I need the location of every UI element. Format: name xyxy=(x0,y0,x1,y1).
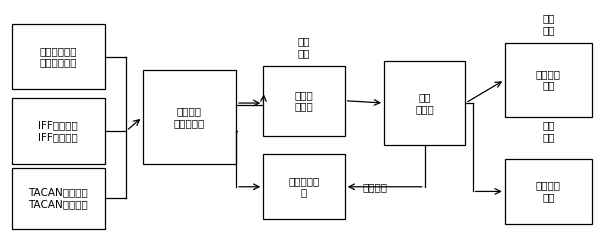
FancyBboxPatch shape xyxy=(384,61,465,145)
FancyBboxPatch shape xyxy=(11,168,105,229)
FancyBboxPatch shape xyxy=(11,24,105,89)
Text: 执行
任务: 执行 任务 xyxy=(543,13,555,35)
FancyBboxPatch shape xyxy=(263,154,345,219)
FancyBboxPatch shape xyxy=(11,98,105,164)
FancyBboxPatch shape xyxy=(505,43,592,117)
FancyBboxPatch shape xyxy=(505,159,592,224)
Text: 优先级
分析器: 优先级 分析器 xyxy=(295,90,313,112)
Text: 申请任务
参数生成器: 申请任务 参数生成器 xyxy=(174,106,205,128)
Text: 调度
队列: 调度 队列 xyxy=(298,37,310,58)
Text: 延迟任务: 延迟任务 xyxy=(362,182,387,192)
Text: 调度
执行器: 调度 执行器 xyxy=(416,92,434,114)
Text: 删除
任务: 删除 任务 xyxy=(543,120,555,142)
Text: 雷达搜索任务
雷达定位任务: 雷达搜索任务 雷达定位任务 xyxy=(39,46,77,67)
FancyBboxPatch shape xyxy=(263,66,345,136)
Text: 延迟任务队
列: 延迟任务队 列 xyxy=(289,176,319,197)
Text: 执行任务
队列: 执行任务 队列 xyxy=(536,69,561,91)
Text: IFF搜索任务
IFF定位任务: IFF搜索任务 IFF定位任务 xyxy=(39,120,78,142)
Text: 删除任务
队列: 删除任务 队列 xyxy=(536,181,561,202)
FancyBboxPatch shape xyxy=(143,70,236,164)
Text: TACAN搜索任务
TACAN定位任务: TACAN搜索任务 TACAN定位任务 xyxy=(28,188,88,209)
